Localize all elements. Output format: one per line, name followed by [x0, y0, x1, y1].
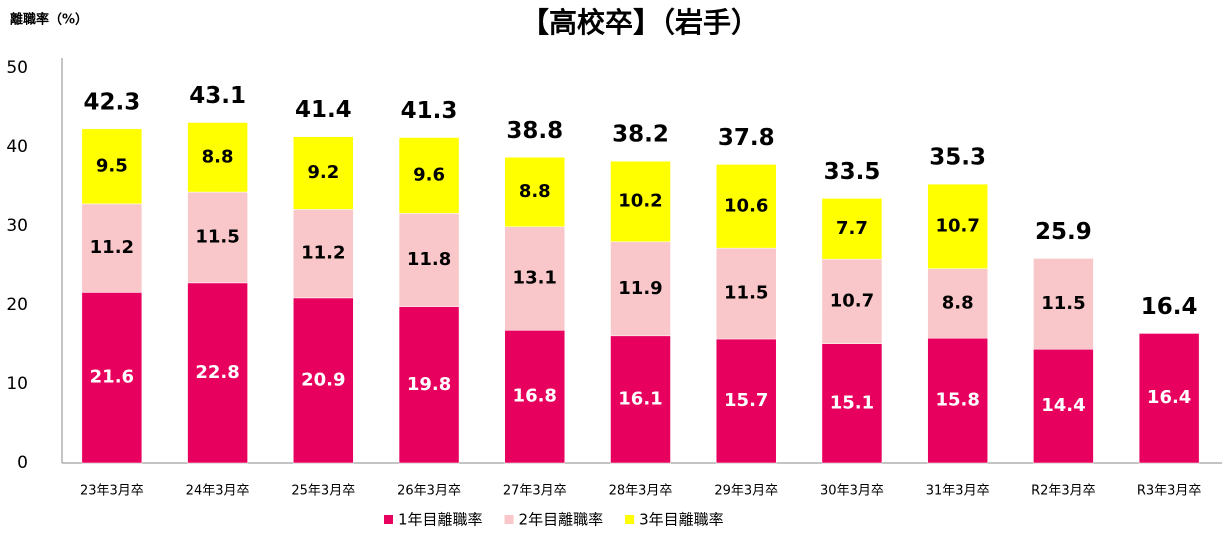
data-label: 14.4	[1041, 395, 1085, 416]
total-label: 33.5	[824, 159, 881, 185]
data-label: 11.8	[407, 249, 451, 270]
data-label: 10.7	[830, 290, 874, 311]
bar-segment	[1033, 258, 1094, 350]
total-label: 38.2	[612, 122, 669, 148]
y-tick-label: 50	[6, 58, 28, 78]
data-label: 19.8	[407, 374, 451, 395]
data-label: 11.2	[301, 243, 345, 264]
x-tick-label: 25年3月卒	[291, 484, 355, 499]
data-label: 20.9	[301, 369, 345, 390]
x-tick-label: 31年3月卒	[926, 484, 990, 499]
bar-segment	[821, 198, 883, 260]
x-tick-label: 27年3月卒	[503, 484, 567, 499]
bar-segment	[293, 297, 354, 464]
data-label: 10.6	[724, 195, 768, 216]
data-label: 15.8	[935, 390, 979, 411]
x-tick-label: R3年3月卒	[1137, 484, 1202, 499]
legend-label: 1年目離職率	[398, 511, 483, 529]
data-label: 15.1	[830, 392, 874, 413]
x-tick-label: 30年3月卒	[820, 484, 884, 499]
bar-segment	[187, 191, 248, 284]
total-label: 37.8	[718, 125, 775, 151]
bar-segment	[715, 247, 777, 340]
data-label: 10.7	[935, 215, 979, 236]
bar-segment	[504, 157, 566, 228]
data-label: 16.1	[618, 388, 662, 409]
y-tick-label: 30	[6, 216, 28, 236]
y-tick-label: 40	[6, 137, 28, 157]
legend-swatch	[504, 515, 514, 524]
data-label: 22.8	[195, 362, 239, 383]
bar-segment	[398, 137, 460, 214]
data-label: 11.9	[618, 278, 662, 299]
total-label: 42.3	[83, 89, 140, 115]
data-label: 8.8	[202, 146, 234, 167]
data-label: 8.8	[942, 292, 974, 313]
data-label: 7.7	[836, 218, 868, 239]
y-tick-label: 0	[17, 453, 28, 473]
chart-title: 【高校卒】（岩手）	[521, 6, 759, 39]
bar-segment	[610, 160, 671, 243]
data-label: 21.6	[90, 367, 134, 388]
x-tick-label: 28年3月卒	[609, 484, 673, 499]
data-label: 11.2	[90, 237, 134, 258]
bar-segment	[187, 122, 248, 193]
bar-segment	[610, 241, 671, 337]
bar-segment	[504, 330, 566, 464]
x-tick-label: 24年3月卒	[186, 484, 250, 499]
bar-segment	[927, 268, 988, 339]
bar-segment	[927, 337, 988, 464]
total-label: 16.4	[1141, 294, 1198, 320]
data-label: 16.8	[513, 386, 557, 407]
legend-label: 3年目離職率	[639, 511, 724, 529]
bar-segment	[293, 209, 354, 299]
data-label: 9.2	[307, 162, 339, 183]
data-label: 9.6	[413, 164, 445, 185]
data-label: 8.8	[519, 181, 551, 202]
legend-swatch	[384, 515, 393, 524]
x-tick-label: R2年3月卒	[1031, 484, 1096, 499]
bar-segment	[81, 128, 143, 205]
x-tick-label: 23年3月卒	[80, 484, 144, 499]
y-tick-label: 10	[6, 374, 28, 394]
bar-segment	[187, 282, 248, 464]
y-tick-label: 20	[6, 295, 28, 315]
total-label: 41.3	[401, 98, 458, 124]
data-label: 11.5	[195, 226, 239, 247]
total-label: 41.4	[295, 97, 352, 123]
bar-segment	[398, 213, 460, 307]
bar-segment	[715, 164, 777, 249]
data-label: 10.2	[618, 191, 662, 212]
total-label: 38.8	[506, 118, 563, 144]
x-tick-label: 29年3月卒	[714, 484, 778, 499]
total-label: 35.3	[929, 145, 986, 171]
data-label: 13.1	[513, 268, 557, 289]
data-label: 15.7	[724, 390, 768, 411]
bar-segment	[293, 136, 354, 210]
x-tick-label: 26年3月卒	[397, 484, 461, 499]
bar-segment	[1138, 333, 1200, 464]
bar-segment	[927, 183, 988, 269]
y-axis-label: 離職率（%）	[10, 12, 88, 28]
legend-swatch	[625, 515, 635, 524]
data-label: 11.5	[1041, 293, 1085, 314]
data-label: 9.5	[96, 155, 128, 176]
bar-segment	[821, 258, 883, 344]
bar-segment	[1033, 348, 1094, 464]
data-label: 11.5	[724, 283, 768, 304]
bar-segment	[610, 335, 671, 464]
bar-segment	[715, 338, 777, 464]
total-label: 43.1	[189, 83, 246, 109]
bar-segment	[504, 226, 566, 331]
data-label: 16.4	[1147, 387, 1191, 408]
total-label: 25.9	[1035, 219, 1092, 245]
legend-label: 2年目離職率	[519, 511, 604, 529]
bar-segment	[81, 292, 143, 464]
bar-segment	[821, 343, 883, 464]
